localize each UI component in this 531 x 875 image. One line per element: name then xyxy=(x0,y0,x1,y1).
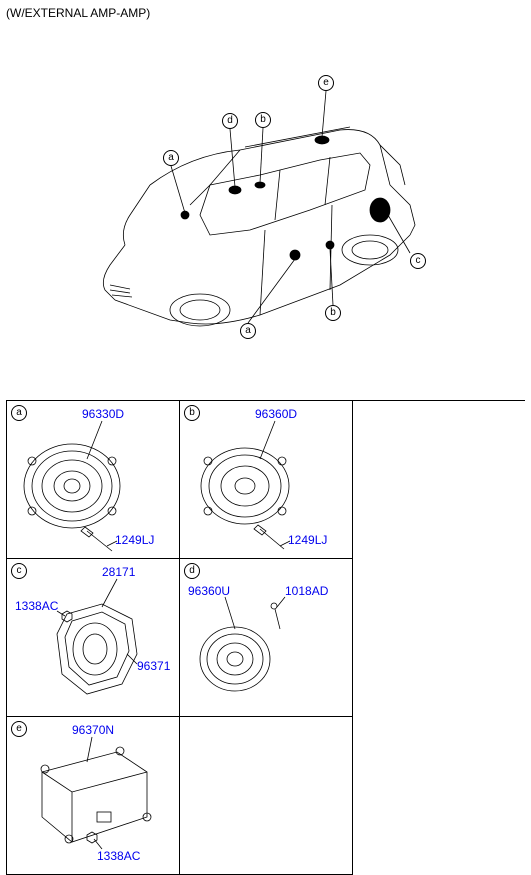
grid-cell-b: b 96360D 1249LJ xyxy=(180,401,353,559)
speaker-front-drawing xyxy=(7,401,180,559)
callout-b2: b xyxy=(325,305,341,321)
grid-cell-d: d 96360U 1018AD xyxy=(180,559,353,717)
header-label: (W/EXTERNAL AMP-AMP) xyxy=(6,6,150,20)
amplifier-drawing xyxy=(7,717,180,875)
callout-a2: a xyxy=(240,323,256,339)
vehicle-diagram: a d b e c b a xyxy=(60,35,460,345)
callout-d: d xyxy=(222,113,238,129)
grid-cell-c: c 28171 1338AC 96371 xyxy=(7,559,180,717)
callout-a1: a xyxy=(163,150,179,166)
tweeter-drawing xyxy=(180,559,353,717)
callout-b1: b xyxy=(255,112,271,128)
grid-cell-e: e 96370N 1338AC xyxy=(7,717,180,875)
grid-cell-a: a 96330D 1249LJ xyxy=(7,401,180,559)
parts-grid: a 96330D 1249LJ b 96360D xyxy=(6,400,525,875)
subwoofer-drawing xyxy=(7,559,180,717)
grid-cell-empty xyxy=(180,717,353,875)
vehicle-outline xyxy=(60,35,460,345)
callout-e: e xyxy=(318,75,334,91)
speaker-rear-drawing xyxy=(180,401,353,559)
callout-c: c xyxy=(410,253,426,269)
